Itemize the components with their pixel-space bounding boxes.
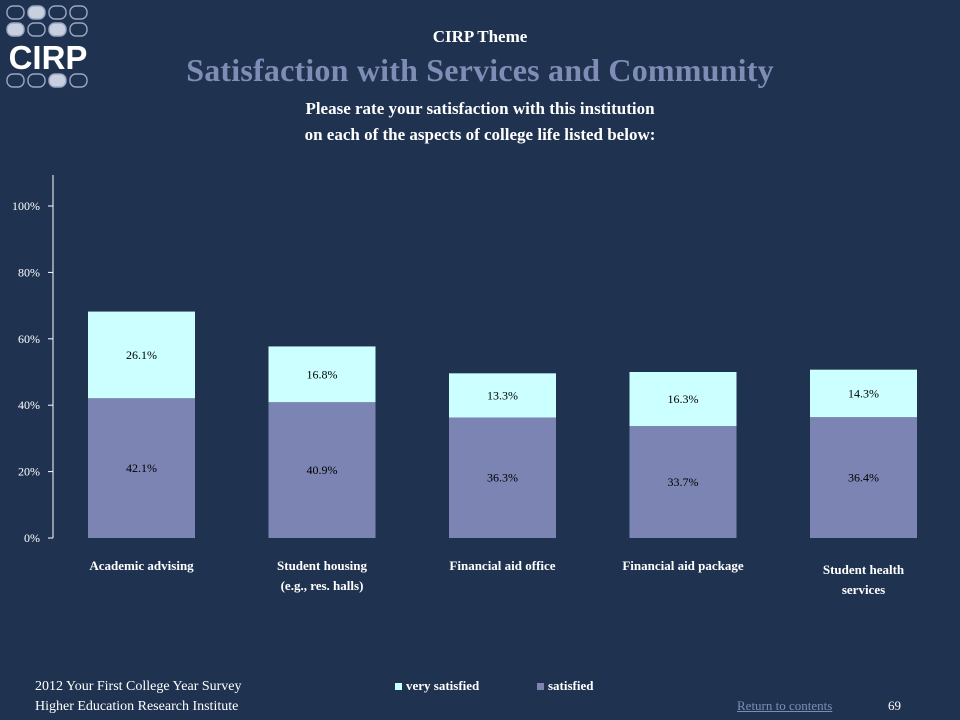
footer-source: 2012 Your First College Year Survey High… bbox=[35, 677, 242, 717]
return-to-contents-link[interactable]: Return to contents bbox=[737, 698, 833, 713]
y-tick-label: 100% bbox=[12, 199, 40, 213]
data-label-satisfied: 36.4% bbox=[848, 471, 879, 485]
bar-satisfied bbox=[810, 417, 917, 538]
x-category-label: Financial aid package bbox=[603, 556, 763, 576]
question-line-1: Please rate your satisfaction with this … bbox=[305, 99, 655, 118]
bar-satisfied bbox=[629, 426, 737, 538]
theme-label: CIRP Theme bbox=[432, 27, 528, 46]
page-number: 69 bbox=[888, 698, 901, 713]
y-tick-label: 80% bbox=[18, 265, 40, 279]
x-category-label-line: Financial aid package bbox=[622, 558, 744, 573]
question-text: Please rate your satisfaction with this … bbox=[100, 96, 860, 148]
y-tick-label: 40% bbox=[18, 398, 40, 412]
legend-swatch-satisfied bbox=[537, 682, 544, 690]
x-category-label: Academic advising bbox=[62, 556, 222, 576]
bar-very-satisfied bbox=[810, 369, 917, 418]
x-category-label-line: services bbox=[841, 582, 886, 597]
legend-swatch-very-satisfied bbox=[395, 682, 402, 690]
data-label-very-satisfied: 16.3% bbox=[668, 392, 699, 406]
data-label-very-satisfied: 13.3% bbox=[487, 388, 518, 402]
data-label-very-satisfied: 14.3% bbox=[848, 386, 879, 400]
question-line-2: on each of the aspects of college life l… bbox=[304, 125, 656, 144]
bar-satisfied bbox=[268, 402, 376, 538]
x-category-label-line: Student health bbox=[822, 562, 905, 577]
bar-satisfied bbox=[88, 398, 195, 538]
data-label-very-satisfied: 26.1% bbox=[126, 348, 157, 362]
bar-very-satisfied bbox=[88, 311, 195, 399]
bar-very-satisfied bbox=[629, 372, 737, 427]
data-label-very-satisfied: 16.8% bbox=[307, 367, 338, 381]
y-tick-label: 0% bbox=[24, 531, 40, 545]
data-label-satisfied: 42.1% bbox=[126, 461, 157, 475]
x-category-label-line: (e.g., res. halls) bbox=[280, 578, 364, 593]
stacked-bar-chart: 0% 20% 40% 60% 80% 100% 42.1% 26.1% 40.9% 16.8% 36… bbox=[12, 175, 917, 545]
data-label-satisfied: 36.3% bbox=[487, 471, 518, 485]
x-category-label-line: Academic advising bbox=[89, 558, 194, 573]
cirp-logo: CIRP bbox=[6, 5, 88, 88]
bar-very-satisfied bbox=[268, 346, 376, 403]
legend-label-satisfied: satisfied bbox=[548, 678, 594, 693]
x-category-label: Student housing (e.g., res. halls) bbox=[242, 556, 402, 596]
x-category-label-line: Student housing bbox=[277, 558, 367, 573]
data-label-satisfied: 40.9% bbox=[307, 463, 338, 477]
y-tick-label: 60% bbox=[18, 332, 40, 346]
legend-satisfied: satisfied bbox=[537, 678, 594, 694]
bar-very-satisfied bbox=[449, 373, 556, 418]
institute-name: Higher Education Research Institute bbox=[35, 699, 239, 714]
legend-very-satisfied: very satisfied bbox=[395, 678, 479, 694]
data-label-satisfied: 33.7% bbox=[668, 475, 699, 489]
y-tick-label: 20% bbox=[18, 465, 40, 479]
page-title: Satisfaction with Services and Community bbox=[186, 52, 774, 88]
x-category-label-line: Financial aid office bbox=[449, 558, 556, 573]
legend-label-very-satisfied: very satisfied bbox=[406, 678, 480, 693]
x-category-label: Financial aid office bbox=[423, 556, 583, 576]
survey-name: 2012 Your First College Year Survey bbox=[35, 679, 242, 694]
x-category-label: Student health services bbox=[784, 560, 944, 600]
logo-text: CIRP bbox=[9, 39, 88, 76]
bar-satisfied bbox=[449, 417, 556, 538]
